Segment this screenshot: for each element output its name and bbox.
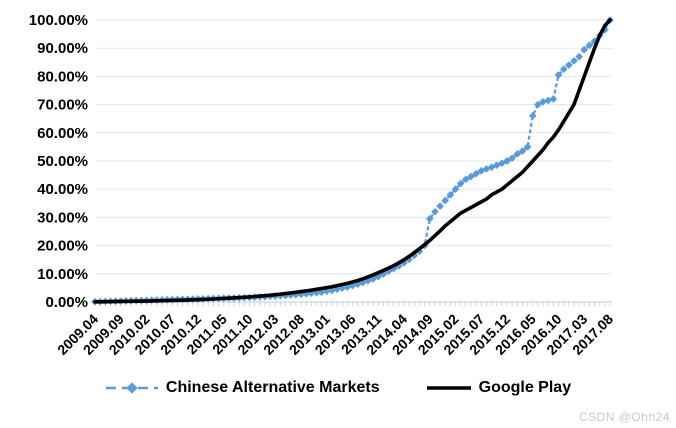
legend-item-google-play: Google Play: [426, 379, 571, 397]
legend-label-google-play: Google Play: [478, 379, 572, 396]
svg-text:30.00%: 30.00%: [37, 209, 88, 226]
watermark: CSDN @Ohh24: [578, 410, 670, 424]
svg-text:10.00%: 10.00%: [37, 266, 88, 283]
svg-text:80.00%: 80.00%: [37, 68, 88, 85]
legend-item-chinese-alternative-markets: Chinese Alternative Markets: [105, 379, 380, 397]
legend-label-chinese-alternative-markets: Chinese Alternative Markets: [165, 379, 380, 396]
svg-text:100.00%: 100.00%: [29, 12, 88, 29]
svg-text:70.00%: 70.00%: [37, 97, 88, 114]
svg-text:0.00%: 0.00%: [45, 294, 88, 311]
svg-text:60.00%: 60.00%: [37, 125, 88, 142]
svg-text:20.00%: 20.00%: [37, 238, 88, 255]
solid-line-icon: [426, 386, 471, 390]
chart-legend: Chinese Alternative Markets Google Play: [0, 379, 676, 397]
svg-text:90.00%: 90.00%: [37, 40, 88, 57]
dashed-diamond-line-icon: [105, 382, 158, 394]
svg-text:50.00%: 50.00%: [37, 153, 88, 170]
svg-text:40.00%: 40.00%: [37, 181, 88, 198]
